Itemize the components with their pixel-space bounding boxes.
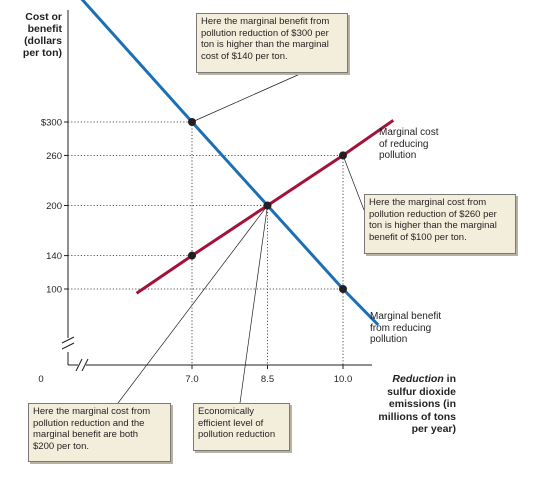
marginal-benefit-label: Marginal benefit from reducing pollution	[370, 311, 442, 345]
x-tick-label: 8.5	[261, 374, 274, 385]
annotation-leader-line	[239, 205, 268, 404]
annotation-leader-line	[342, 155, 365, 211]
annotation-right: Here the marginal cost from pollution re…	[364, 194, 516, 254]
highlight-point	[263, 201, 272, 210]
y-tick-label: $300	[41, 118, 62, 129]
marginal-cost-label: Marginal cost of reducing pollution	[379, 127, 439, 161]
guide-lines	[68, 121, 344, 365]
x-axis-break	[75, 358, 89, 372]
annotation-bottom-left: Here the marginal cost from pollution re…	[28, 403, 171, 462]
axes	[61, 10, 372, 372]
x-axis-label-rest: in sulfur dioxide emissions (in millions…	[378, 373, 456, 435]
highlight-points	[188, 118, 347, 293]
highlight-point	[339, 285, 347, 293]
y-tick-label: 140	[46, 251, 62, 262]
highlight-point	[188, 118, 196, 126]
leader-lines	[117, 73, 365, 404]
y-axis-break	[61, 336, 75, 350]
annotation-bottom-mid: Economically efficient level of pollutio…	[193, 403, 290, 451]
x-tick-label: 7.0	[185, 374, 198, 385]
y-tick-label-zero: 0	[38, 374, 43, 385]
y-axis-label: Cost or benefit (dollars per ton)	[22, 11, 62, 59]
annotation-leader-line	[191, 73, 301, 123]
x-axis-label-italic: Reduction	[392, 373, 444, 385]
annotation-leader-line	[117, 205, 268, 404]
y-tick-label: 200	[46, 201, 62, 212]
y-tick-label: 100	[46, 285, 62, 296]
highlight-point	[188, 251, 196, 260]
x-axis-label: Reduction in sulfur dioxide emissions (i…	[372, 373, 456, 436]
x-tick-label: 10.0	[334, 374, 353, 385]
tick-labels: 100 140 200 260 $300 0 7.0 8.5 10.0	[38, 118, 352, 386]
highlight-point	[339, 151, 347, 160]
annotation-top: Here the marginal benefit from pollution…	[196, 13, 348, 73]
y-tick-label: 260	[46, 151, 62, 162]
